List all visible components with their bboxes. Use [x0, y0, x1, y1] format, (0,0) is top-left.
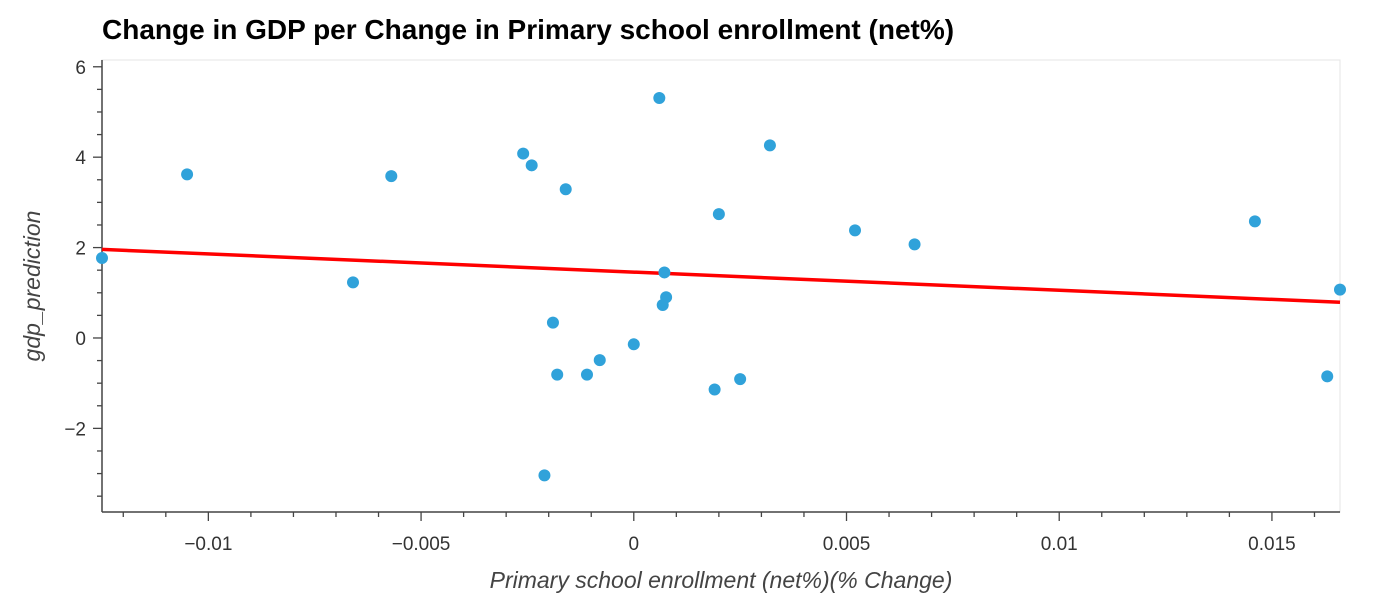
- data-point: [849, 224, 862, 237]
- data-point: [653, 91, 666, 104]
- data-point: [1248, 215, 1261, 228]
- data-point: [525, 159, 538, 172]
- data-point: [734, 373, 747, 386]
- x-axis-label: Primary school enrollment (net%)(% Chang…: [490, 567, 953, 593]
- x-tick-label: −0.01: [184, 534, 232, 555]
- data-point: [96, 251, 108, 264]
- data-point: [347, 276, 360, 289]
- y-tick-label: −2: [64, 419, 86, 440]
- x-axis: −0.01 −0.005 0 0.005 0.01 0.015: [102, 511, 1340, 555]
- data-point: [712, 208, 725, 221]
- data-points: [96, 91, 1346, 482]
- y-tick-label: 4: [75, 148, 86, 169]
- x-tick-label: 0.015: [1248, 534, 1296, 555]
- data-point: [181, 168, 194, 181]
- y-tick-label: 6: [75, 58, 86, 79]
- data-point: [660, 291, 673, 304]
- y-axis: −2 0 2 4 6: [64, 58, 103, 512]
- x-tick-label: 0.01: [1041, 534, 1078, 555]
- x-tick-label: 0: [628, 534, 639, 555]
- data-point: [559, 183, 572, 196]
- data-point: [708, 383, 721, 396]
- y-tick-label: 2: [75, 239, 86, 260]
- regression-line: [101, 247, 1341, 305]
- data-point: [1334, 283, 1346, 296]
- y-axis-label: gdp_prediction: [19, 211, 45, 362]
- x-tick-label: −0.005: [392, 534, 451, 555]
- x-tick-label: 0.005: [823, 534, 871, 555]
- data-point: [763, 139, 776, 152]
- data-point: [580, 368, 593, 381]
- data-point: [385, 170, 398, 183]
- plot-frame: [101, 59, 1341, 513]
- data-point: [551, 368, 564, 381]
- data-point: [908, 238, 921, 251]
- data-point: [546, 316, 559, 329]
- data-point: [517, 147, 530, 160]
- data-point: [538, 469, 551, 482]
- y-tick-label: 0: [75, 329, 86, 350]
- data-point: [658, 266, 671, 279]
- data-point: [1321, 370, 1334, 383]
- data-point: [593, 354, 606, 367]
- data-point: [627, 338, 640, 351]
- regression-line-layer: [101, 247, 1341, 305]
- chart-title: Change in GDP per Change in Primary scho…: [102, 14, 955, 45]
